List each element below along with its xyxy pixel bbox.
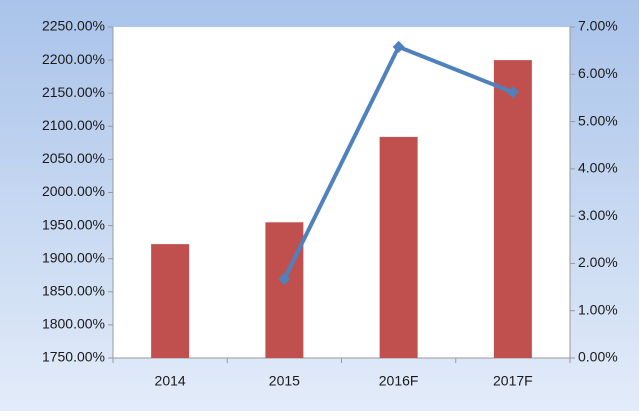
y-tick-label: 2150.00% <box>42 84 105 100</box>
bar <box>265 222 304 358</box>
y-tick-label: 1800.00% <box>42 316 105 332</box>
x-tick-label: 2014 <box>155 373 186 389</box>
y2-tick-label: 7.00% <box>578 18 618 34</box>
bar <box>151 244 190 358</box>
y-tick-label: 1950.00% <box>42 216 105 232</box>
y-tick-label: 2050.00% <box>42 150 105 166</box>
line-marker <box>278 273 291 286</box>
line-marker <box>506 86 519 99</box>
line-marker <box>392 40 405 53</box>
y2-tick-label: 6.00% <box>578 65 618 81</box>
bar <box>379 136 418 358</box>
plot-area <box>113 27 570 358</box>
y-tick-label: 2100.00% <box>42 117 105 133</box>
x-tick-label: 2017F <box>493 373 533 389</box>
y2-tick-label: 0.00% <box>578 349 618 365</box>
x-tick-label: 2015 <box>269 373 300 389</box>
y-tick-label: 2250.00% <box>42 18 105 34</box>
y2-tick-label: 4.00% <box>578 160 618 176</box>
y-tick-label: 1750.00% <box>42 349 105 365</box>
bar <box>493 60 532 358</box>
y-tick-label: 2000.00% <box>42 183 105 199</box>
y-tick-label: 1850.00% <box>42 283 105 299</box>
y2-tick-label: 1.00% <box>578 301 618 317</box>
y-tick-label: 1900.00% <box>42 249 105 265</box>
y2-tick-label: 5.00% <box>578 112 618 128</box>
x-tick-label: 2016F <box>379 373 419 389</box>
y2-tick-label: 3.00% <box>578 207 618 223</box>
y2-tick-label: 2.00% <box>578 254 618 270</box>
y-tick-label: 2200.00% <box>42 51 105 67</box>
